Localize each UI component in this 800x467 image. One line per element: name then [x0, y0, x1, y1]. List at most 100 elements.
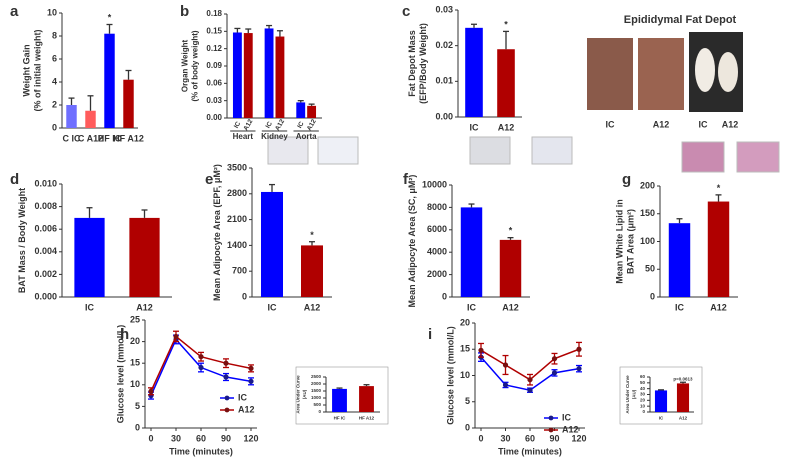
- annotation: *: [504, 19, 508, 29]
- bar: [332, 388, 347, 412]
- y-tick-label: 0: [650, 291, 655, 301]
- y-tick-label: 0.12: [206, 44, 222, 53]
- y-axis-label: BAT Mass / Body Weight: [17, 188, 27, 293]
- x-tick-label: A12: [136, 302, 153, 312]
- y-axis-label: Glucose level (mmol/L): [446, 326, 456, 425]
- y-axis-label: Organ Weight: [181, 40, 190, 93]
- x-tick-label: HF A12: [113, 133, 144, 143]
- bar: [668, 223, 691, 297]
- marker: [576, 346, 582, 352]
- y-tick-label: 0.010: [34, 178, 57, 188]
- photos: [267, 32, 780, 173]
- y-axis-label: Mean White Lipid in: [614, 199, 624, 284]
- panel-letter: a: [10, 3, 19, 20]
- bar: [104, 33, 115, 129]
- x-tick-label: 90: [221, 433, 231, 443]
- y-tick-label: 25: [130, 314, 140, 324]
- y-tick-label: 8000: [427, 202, 447, 212]
- y-tick-label: 2000: [427, 269, 447, 279]
- marker: [551, 370, 558, 376]
- x-tick-label: 0: [148, 433, 153, 443]
- panel-letter: h: [120, 326, 129, 343]
- marker: [551, 356, 558, 362]
- photo: [638, 38, 684, 110]
- photo-label: A12: [653, 119, 670, 129]
- legend-label: IC: [238, 392, 248, 402]
- y-tick-label: 0: [442, 291, 447, 301]
- legend-label: A12: [238, 404, 255, 414]
- marker: [223, 374, 229, 380]
- y-tick-label: 0.06: [206, 78, 222, 87]
- panel: f 0 2000 4000 6000 8000 10000 Mean Adipocyte Ar…: [403, 171, 530, 312]
- marker: [148, 388, 154, 394]
- x-tick-label: HF IC: [334, 416, 346, 421]
- bar: [123, 79, 134, 128]
- y-tick-label: 1500: [311, 388, 322, 393]
- y-tick-label: 5: [135, 401, 140, 411]
- y-tick-label: 50: [640, 380, 646, 385]
- bar: [261, 191, 283, 297]
- marker: [502, 362, 509, 368]
- y-tick-label: 1000: [311, 395, 322, 400]
- photo-title: Epididymal Fat Depot: [624, 14, 737, 26]
- x-tick-label: IC: [659, 416, 664, 421]
- y-tick-label: 20: [640, 398, 646, 403]
- legend-marker: [224, 407, 230, 413]
- marker: [248, 378, 254, 384]
- bar: [359, 386, 374, 412]
- x-tick-label: A12: [502, 302, 519, 312]
- panel: e 0 700 1400 2100 2800 3500 Mean Adipocyte Area…: [205, 162, 332, 312]
- x-tick-label: IC: [470, 122, 480, 132]
- marker: [248, 365, 254, 371]
- x-tick-label: HF IC: [98, 133, 122, 143]
- x-tick-label: A12: [710, 302, 727, 312]
- x-tick-label: IC: [467, 302, 477, 312]
- y-axis-label: (AU): [631, 389, 636, 399]
- legend-label: A12: [562, 424, 579, 434]
- y-axis-label: Area Under Curve: [625, 375, 630, 414]
- marker: [198, 354, 204, 360]
- panel: i 0 5 10 15 20 Glucose level (mmol/L) 0 30 60 90 12…: [428, 317, 587, 456]
- histology: [469, 136, 511, 165]
- y-axis-label: (AU): [302, 389, 307, 399]
- y-tick-label: 0.18: [206, 9, 222, 18]
- y-tick-label: 200: [640, 180, 655, 190]
- y-tick-label: 0.09: [206, 61, 222, 70]
- x-tick-label: 120: [571, 433, 586, 443]
- y-tick-label: 10: [47, 7, 57, 17]
- legend-marker: [548, 427, 554, 433]
- marker: [527, 387, 533, 393]
- y-axis-label: Mean Adipocyte Area (SC, μM²): [407, 175, 417, 308]
- bar: [460, 207, 483, 297]
- y-tick-label: 0.02: [435, 40, 453, 50]
- x-tick-label: 0: [478, 433, 483, 443]
- photo-fat: [718, 52, 738, 92]
- y-tick-label: 0.00: [206, 113, 222, 122]
- x-tick-label: IC: [85, 302, 95, 312]
- y-tick-label: 150: [640, 208, 655, 218]
- y-tick-label: 3500: [227, 162, 247, 172]
- histology: [681, 141, 725, 173]
- y-tick-label: 4000: [427, 247, 447, 257]
- y-tick-label: 500: [313, 402, 321, 407]
- y-axis-label: Weight Gain: [22, 44, 32, 96]
- inset-frame: [619, 366, 703, 425]
- legend-label: IC: [562, 412, 572, 422]
- panel-letter: d: [10, 171, 19, 188]
- y-axis-label: Mean Adipocyte Area (EPF, μM²): [212, 164, 222, 301]
- y-tick-label: 0.008: [34, 201, 57, 211]
- marker: [576, 366, 582, 372]
- bar: [301, 245, 323, 297]
- y-tick-label: 0: [642, 409, 645, 414]
- y-tick-label: 0.00: [435, 111, 453, 121]
- y-tick-label: 2: [52, 99, 57, 109]
- y-tick-label: 2800: [227, 188, 247, 198]
- x-tick-label: IC: [268, 302, 278, 312]
- series-label: IC: [233, 120, 242, 129]
- y-tick-label: 0: [52, 122, 57, 132]
- panel: b 0.00 0.03 0.06 0.09 0.12 0.15 0.18 Organ Weigh…: [180, 3, 322, 141]
- y-axis-label: Fat Depot Mass: [407, 30, 417, 97]
- bar: [74, 217, 105, 297]
- y-axis-label: Area Under Curve: [296, 375, 301, 414]
